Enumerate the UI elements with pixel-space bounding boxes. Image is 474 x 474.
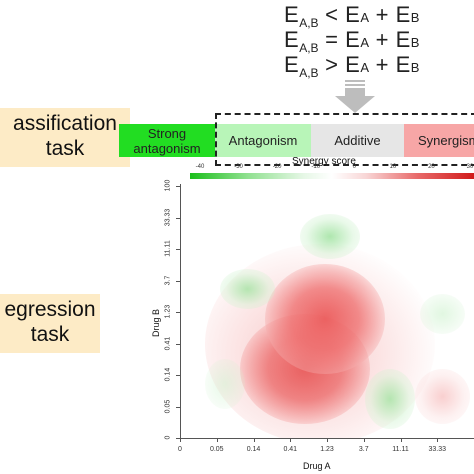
x-tick-label: 33.33: [428, 446, 447, 453]
equation-less: EA,B < EA + EB: [284, 2, 420, 30]
x-tick-label: 3.7: [358, 446, 369, 453]
colorbar-tick-label: -30: [234, 164, 243, 170]
x-tick: [290, 438, 292, 442]
classification-task-label: assification task: [0, 108, 130, 167]
x-tick: [180, 438, 181, 442]
colorbar-tick-label: -40: [195, 164, 205, 170]
colorbar-tick-label: -20: [272, 164, 282, 170]
y-tick-label: 3.7: [164, 275, 172, 285]
colorbar: [190, 173, 474, 179]
antagonism-region-right: [420, 294, 465, 334]
y-tick: [176, 343, 180, 345]
x-tick-label: 0.05: [209, 446, 224, 453]
x-tick: [437, 438, 439, 442]
heatmap-plot: [180, 184, 474, 438]
x-tick-label: 1.23: [320, 446, 334, 453]
y-tick: [176, 280, 180, 282]
y-tick: [176, 249, 180, 250]
dashed-selection-box: [215, 113, 474, 166]
y-tick-label: 0.14: [164, 367, 172, 382]
colorbar-tick-label: 20: [428, 164, 435, 170]
y-tick-label: 11.11: [164, 240, 172, 257]
colorbar-tick-label: 30: [466, 164, 474, 170]
antagonism-region-left: [220, 269, 275, 309]
y-tick-label: 0.05: [164, 399, 172, 413]
class-antagonism: Antagonism: [215, 124, 311, 157]
x-tick: [363, 438, 365, 442]
x-tick-label: 0.14: [246, 446, 261, 453]
x-tick-label: 11.11: [392, 446, 409, 453]
colorbar-tick-label: 10: [389, 164, 397, 170]
x-tick: [400, 438, 402, 442]
y-tick: [176, 186, 180, 187]
y-tick: [176, 217, 180, 219]
synergy-region-bottom-right: [415, 369, 470, 424]
x-tick-label: 0.41: [283, 446, 298, 453]
colorbar-tick-label: 0: [352, 164, 356, 170]
y-tick-label: 100: [164, 179, 172, 192]
y-tick: [176, 406, 180, 408]
antagonism-region-lower-left: [205, 359, 245, 409]
y-tick-label: 0: [164, 435, 172, 440]
y-axis-title: Drug B: [151, 309, 161, 338]
y-axis: [180, 184, 181, 439]
y-tick-label: 0.41: [164, 336, 172, 350]
x-tick: [253, 438, 255, 442]
colorbar-tick-label: -10: [311, 164, 321, 170]
antagonism-region-top: [300, 214, 360, 259]
x-tick: [327, 438, 328, 442]
x-axis-title: Drug A: [303, 461, 331, 471]
y-tick: [176, 438, 180, 439]
x-tick: [216, 438, 218, 442]
regression-task-label: egression task: [0, 294, 100, 353]
down-arrow-icon: [335, 80, 375, 113]
y-tick: [176, 375, 180, 376]
y-tick-label: 1.23: [164, 304, 172, 319]
equation-greater: EA,B > EA + EB: [284, 52, 420, 80]
class-additive: Additive: [311, 124, 404, 157]
heatmap-title: Synergy score: [292, 156, 356, 167]
antagonism-region-bottom: [365, 369, 415, 429]
equation-equal: EA,B = EA + EB: [284, 27, 420, 55]
class-strong-antagonism: Strong antagonism: [119, 124, 215, 157]
class-synergism: Synergism: [404, 124, 474, 157]
x-tick-label: 0: [178, 446, 182, 453]
y-tick: [176, 312, 180, 313]
y-tick-label: 33.33: [164, 208, 172, 226]
